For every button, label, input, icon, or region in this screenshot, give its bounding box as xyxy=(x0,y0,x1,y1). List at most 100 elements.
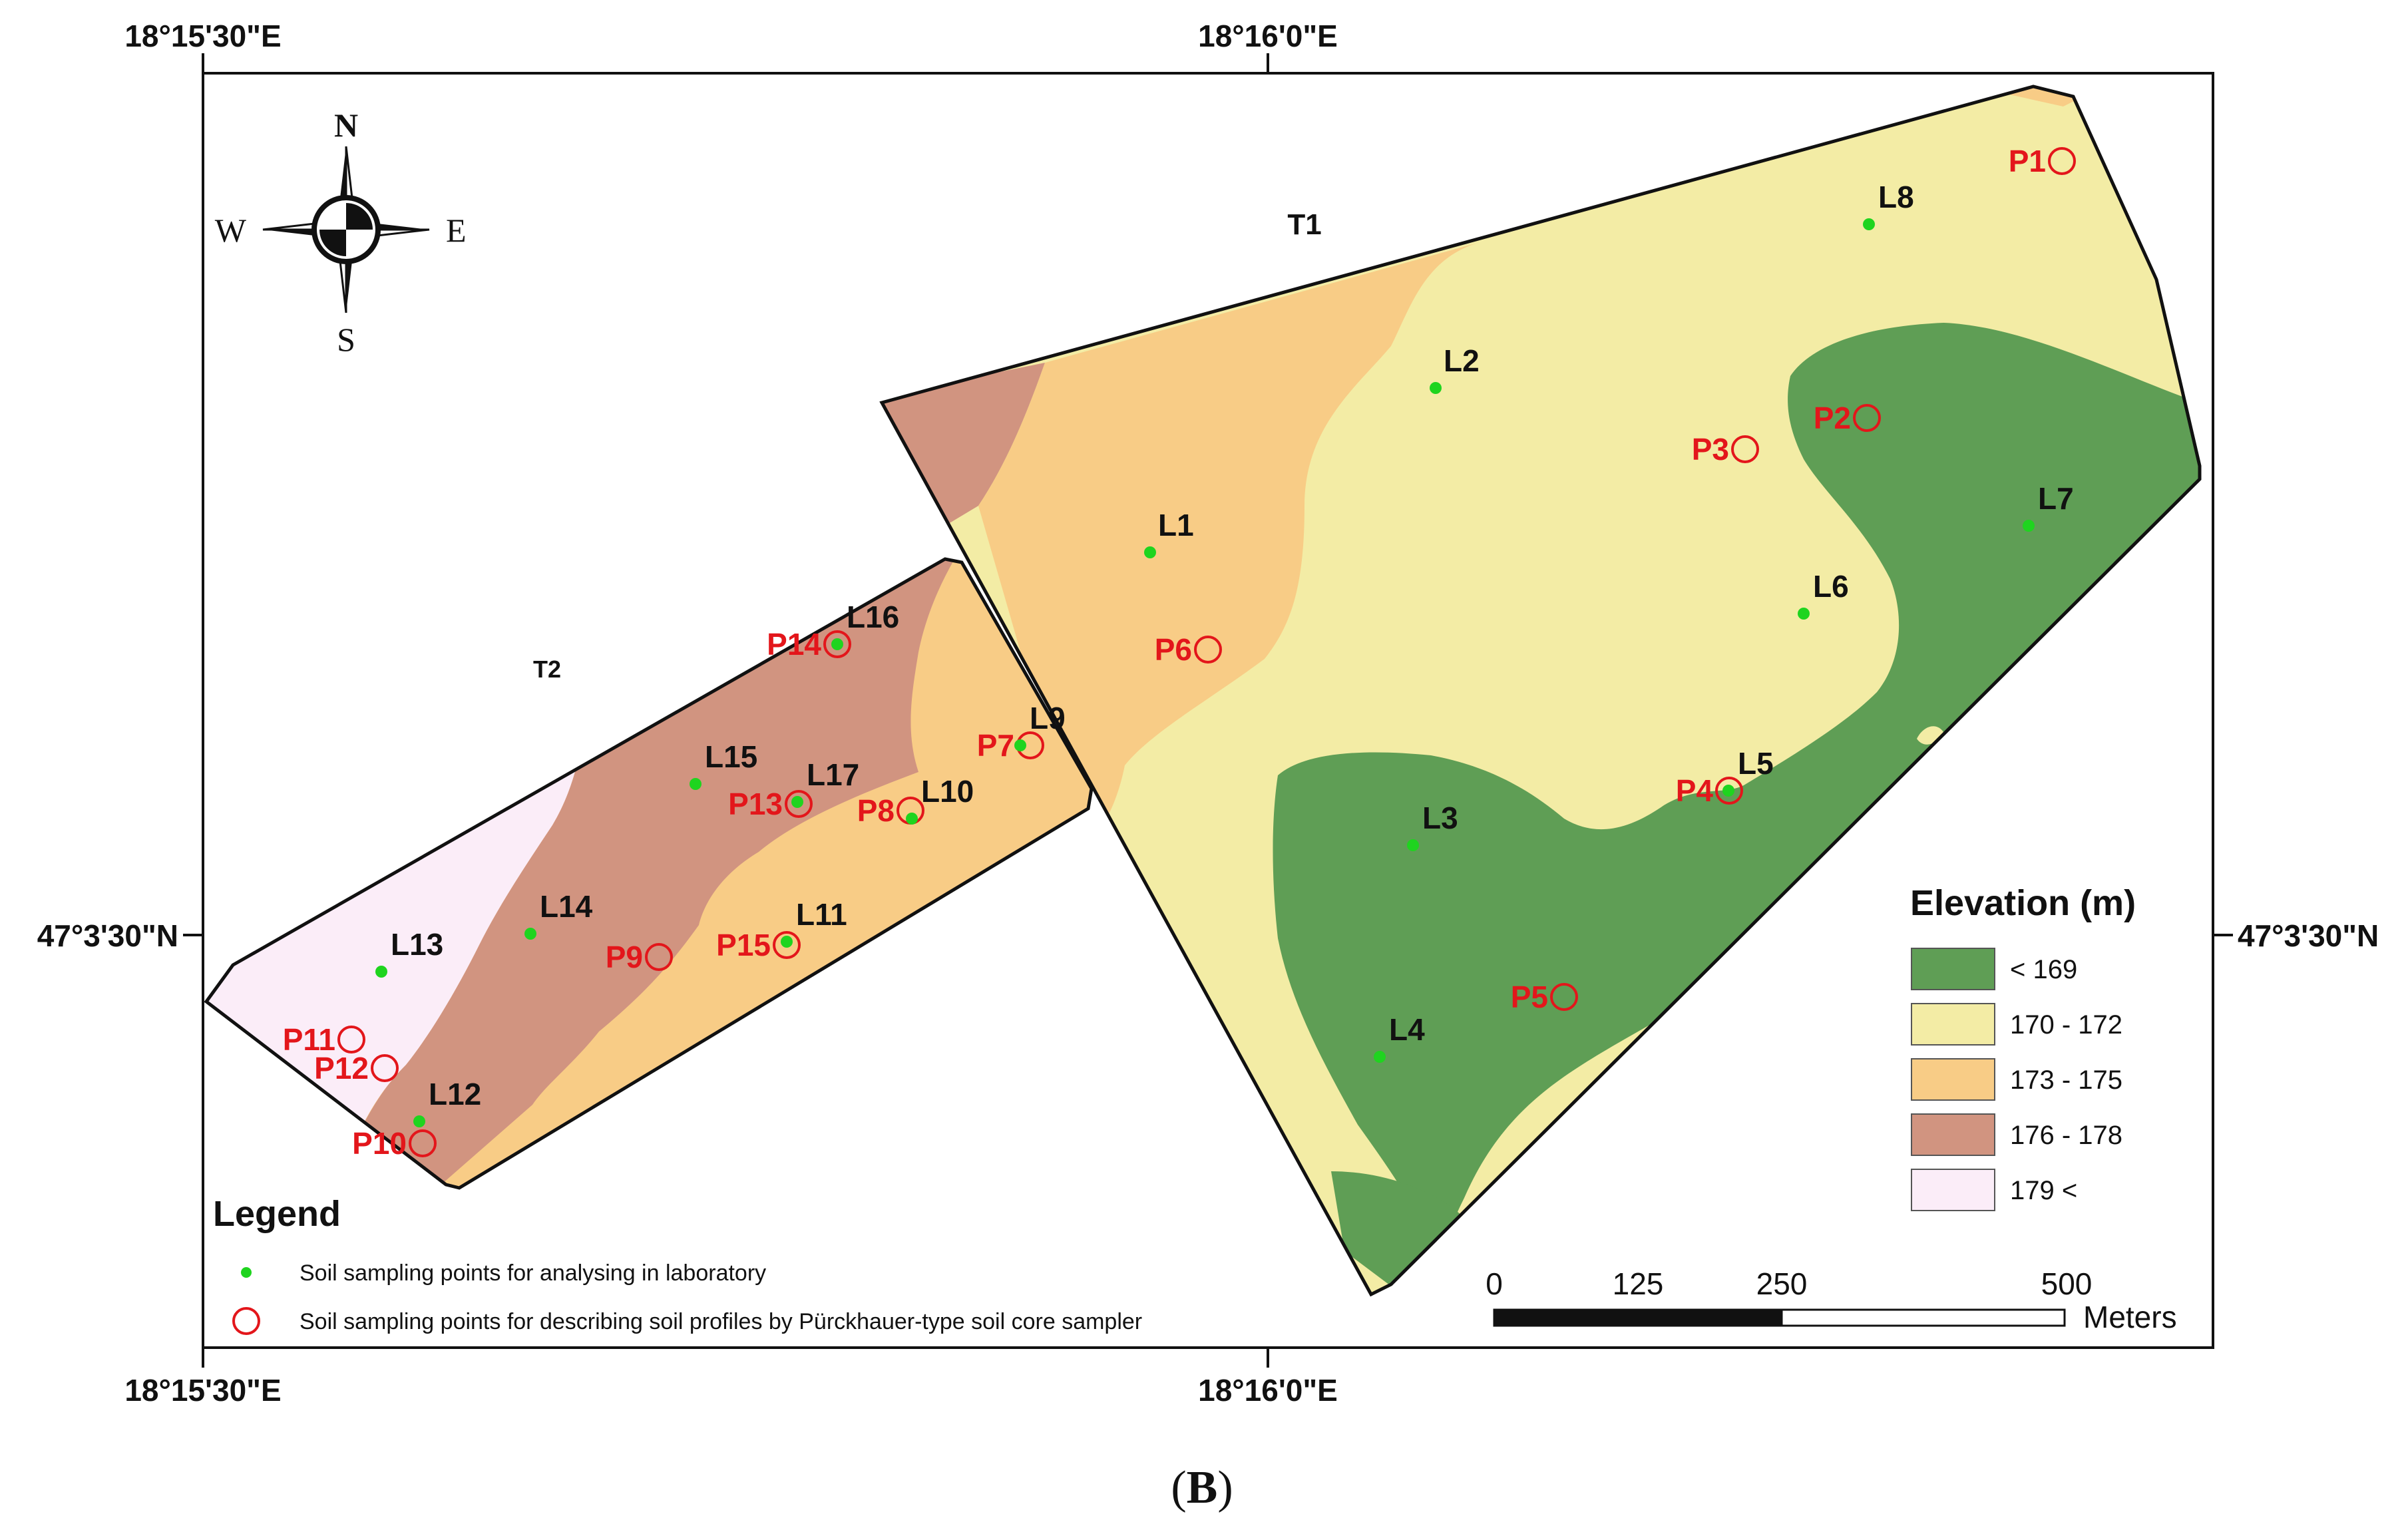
elevation-swatch-3 xyxy=(1911,1113,1995,1156)
zone-173-175-corner xyxy=(2003,87,2077,106)
lab-point-l12 xyxy=(413,1115,425,1127)
compass-w: W xyxy=(215,212,247,249)
elevation-swatch-4 xyxy=(1911,1169,1995,1211)
lab-label-l14: L14 xyxy=(540,889,593,924)
compass-e: E xyxy=(446,212,467,249)
elevation-legend-title: Elevation (m) xyxy=(1910,883,2136,923)
legend-lab-label: Soil sampling points for analysing in la… xyxy=(300,1260,766,1286)
legend-lab-symbol xyxy=(241,1267,252,1278)
profile-point-p6 xyxy=(1194,636,1222,664)
profile-point-p4 xyxy=(1715,777,1743,805)
scale-tick-0: 0 xyxy=(1486,1266,1503,1301)
lab-point-l17 xyxy=(791,796,803,808)
lab-point-l10 xyxy=(906,813,918,825)
lab-label-l10: L10 xyxy=(921,774,974,809)
lab-point-l11 xyxy=(781,936,793,948)
legend-profile-label: Soil sampling points for describing soil… xyxy=(300,1309,1142,1334)
profile-label-p4: P4 xyxy=(1676,773,1714,808)
area-label-t2: T2 xyxy=(533,656,561,683)
scale-unit: Meters xyxy=(2083,1300,2177,1334)
compass-rose-icon: N S E W xyxy=(215,106,467,358)
lab-point-l15 xyxy=(690,778,702,790)
scale-tick-500: 500 xyxy=(2041,1266,2093,1301)
lab-points xyxy=(375,218,2035,1127)
lab-label-l16: L16 xyxy=(847,600,899,634)
lab-label-l12: L12 xyxy=(429,1077,481,1111)
lab-point-l14 xyxy=(524,928,536,940)
profile-points xyxy=(337,147,2076,1157)
parcel-t1-outline xyxy=(879,85,2202,1297)
area-label-t1: T1 xyxy=(1287,208,1321,241)
profile-label-p8: P8 xyxy=(857,793,895,828)
profile-label-p11: P11 xyxy=(283,1022,335,1057)
profile-label-p6: P6 xyxy=(1155,632,1192,667)
profile-label-p12: P12 xyxy=(314,1051,369,1085)
lab-point-l16 xyxy=(831,638,843,650)
lab-label-l13: L13 xyxy=(391,927,443,962)
profile-label-p5: P5 xyxy=(1511,980,1548,1014)
profile-label-p13: P13 xyxy=(728,787,783,821)
profile-label-p1: P1 xyxy=(2009,144,2046,178)
coord-bottom-left: 18°15'30"E xyxy=(124,1373,281,1408)
lab-label-l7: L7 xyxy=(2038,481,2074,516)
profile-point-p9 xyxy=(645,943,673,971)
profile-point-p5 xyxy=(1550,983,1578,1011)
zone-176-178-t1 xyxy=(882,363,1045,526)
zone-176-178-t2 xyxy=(353,559,958,1188)
zone-lt-169-t1-bottom xyxy=(1331,1171,1464,1291)
compass-n: N xyxy=(334,106,358,144)
lab-point-l2 xyxy=(1430,382,1442,394)
point-legend-title: Legend xyxy=(213,1194,341,1234)
profile-label-p14: P14 xyxy=(767,627,821,662)
lab-label-l2: L2 xyxy=(1444,343,1480,378)
profile-point-p12 xyxy=(371,1054,399,1082)
elevation-swatch-2 xyxy=(1911,1058,1995,1101)
profile-label-p10: P10 xyxy=(352,1126,407,1161)
profile-point-p11 xyxy=(337,1026,365,1053)
elevation-class-label-0: < 169 xyxy=(2010,955,2077,984)
lab-point-l5 xyxy=(1722,785,1734,797)
lab-label-l9: L9 xyxy=(1030,701,1066,735)
lab-label-l1: L1 xyxy=(1158,508,1194,542)
lab-label-l6: L6 xyxy=(1813,569,1849,604)
scale-tick-125: 125 xyxy=(1613,1266,1664,1301)
lab-point-l9 xyxy=(1014,739,1026,751)
lab-point-l7 xyxy=(2023,520,2035,532)
lab-point-l8 xyxy=(1863,218,1875,230)
profile-label-p3: P3 xyxy=(1692,432,1729,467)
profile-point-p1 xyxy=(2048,147,2076,175)
lab-point-l4 xyxy=(1374,1051,1386,1063)
zone-lt-169-t1 xyxy=(1273,323,2200,1264)
coord-top-left: 18°15'30"E xyxy=(124,19,281,53)
lab-point-l6 xyxy=(1798,608,1810,620)
lab-label-l11: L11 xyxy=(796,897,847,932)
coord-bottom-center: 18°16'0"E xyxy=(1198,1373,1338,1408)
profile-label-p9: P9 xyxy=(606,940,643,974)
lab-point-l3 xyxy=(1407,839,1419,851)
compass-s: S xyxy=(337,321,355,358)
lab-label-l15: L15 xyxy=(705,739,757,774)
profile-label-p7: P7 xyxy=(977,728,1014,763)
zone-173-175-t1 xyxy=(978,243,1478,852)
profile-label-p2: P2 xyxy=(1814,401,1851,435)
coord-right: 47°3'30"N xyxy=(2238,918,2379,953)
scale-bar: 0 125 250 500 Meters xyxy=(1486,1266,2176,1334)
point-legend: Legend Soil sampling points for analysin… xyxy=(213,1194,1142,1335)
scale-tick-250: 250 xyxy=(1756,1266,1808,1301)
profile-point-p3 xyxy=(1731,435,1759,463)
lab-point-l1 xyxy=(1144,546,1156,558)
lab-label-l3: L3 xyxy=(1422,801,1458,835)
legend-profile-symbol xyxy=(232,1307,260,1335)
elevation-swatch-0 xyxy=(1911,948,1995,990)
elevation-swatch-1 xyxy=(1911,1003,1995,1046)
parcel-t2-outline xyxy=(204,557,1094,1190)
figure-caption: (B) xyxy=(1171,1462,1233,1513)
elevation-class-label-3: 176 - 178 xyxy=(2010,1121,2122,1150)
elevation-class-label-2: 173 - 175 xyxy=(2010,1065,2122,1095)
elevation-legend: Elevation (m) < 169 170 - 172 173 - 175 176… xyxy=(1910,883,2136,1211)
lab-label-l5: L5 xyxy=(1738,746,1774,781)
profile-point-p14 xyxy=(823,630,851,658)
coord-top-center: 18°16'0"E xyxy=(1198,19,1338,53)
